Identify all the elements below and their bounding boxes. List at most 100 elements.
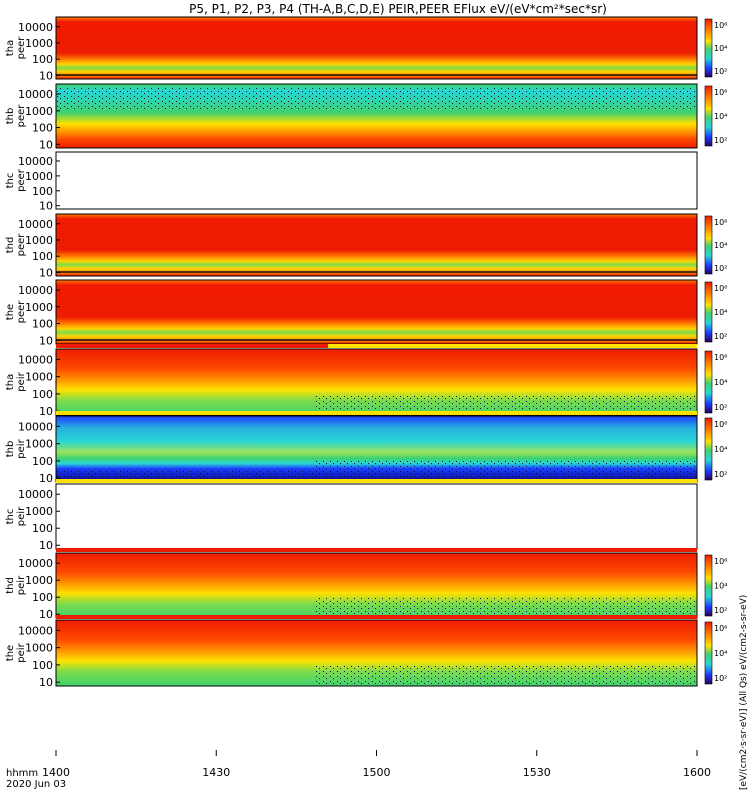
colorbar-tick-label: 10⁴	[714, 44, 727, 53]
y-tick-label: 1000	[25, 234, 53, 247]
colorbar-tick-label: 10⁶	[714, 420, 727, 429]
colorbar-tick-label: 10⁶	[714, 88, 727, 97]
colorbar-tick-label: 10²	[714, 264, 727, 273]
colorbar-tick-label: 10⁴	[714, 378, 727, 387]
y-tick-label: 100	[32, 388, 53, 401]
mode-bar-segment	[328, 479, 697, 483]
colorbar	[704, 554, 713, 617]
y-tick-label: 100	[32, 122, 53, 135]
x-tick-label: 1500	[363, 766, 391, 779]
speckle-overlay	[316, 664, 697, 686]
panel-label-instrument: peer	[16, 104, 27, 128]
y-tick-label: 100	[32, 659, 53, 672]
panel-label-instrument: peer	[16, 300, 27, 324]
colorbar-tick-label: 10⁶	[714, 218, 727, 227]
y-tick-label: 10	[39, 138, 53, 151]
panel-label-instrument: peer	[16, 36, 27, 60]
mode-bar-segment	[328, 344, 697, 348]
speckle-overlay	[56, 468, 697, 482]
panel-label-probe: thd	[5, 577, 16, 594]
y-tick-label: 10000	[18, 353, 53, 366]
x-tick-label: 1600	[683, 766, 711, 779]
y-tick-label: 10000	[18, 624, 53, 637]
panel-label-instrument: peir	[16, 438, 27, 458]
y-tick-label: 10	[39, 539, 53, 552]
y-tick-label: 1000	[25, 505, 53, 518]
panel-frame	[55, 151, 698, 210]
y-tick-label: 1000	[25, 301, 53, 314]
panel-label-probe: the	[5, 304, 16, 320]
y-tick-label: 1000	[25, 371, 53, 384]
colorbar	[704, 281, 713, 343]
y-tick-label: 100	[32, 185, 53, 198]
y-tick-label: 100	[32, 522, 53, 535]
y-tick-label: 10	[39, 608, 53, 621]
y-tick-label: 1000	[25, 37, 53, 50]
y-tick-label: 100	[32, 53, 53, 66]
y-tick-label: 10000	[18, 557, 53, 570]
speckle-overlay	[56, 88, 697, 110]
colorbar	[704, 85, 713, 147]
colorbar-tick-label: 10²	[714, 67, 727, 76]
y-tick-label: 10000	[18, 284, 53, 297]
y-tick-label: 1000	[25, 574, 53, 587]
y-tick-label: 10	[39, 200, 53, 213]
colorbar-tick-label: 10⁶	[714, 624, 727, 633]
mode-bar	[56, 411, 697, 415]
y-tick-label: 10	[39, 472, 53, 485]
panel-label-probe: thc	[5, 173, 16, 189]
y-tick-label: 10000	[18, 21, 53, 34]
colorbar-tick-label: 10⁴	[714, 582, 727, 591]
colorbar	[704, 18, 713, 78]
panel-label-instrument: peir	[16, 371, 27, 391]
y-tick-label: 1000	[25, 438, 53, 451]
panel-frame	[55, 213, 698, 277]
colorbar-tick-label: 10²	[714, 674, 727, 683]
y-tick-label: 1000	[25, 105, 53, 118]
panel-label-probe: thc	[5, 509, 16, 525]
panel-label-probe: thb	[5, 108, 16, 125]
mode-bar	[56, 548, 697, 552]
y-tick-label: 100	[32, 250, 53, 263]
colorbar	[704, 621, 713, 685]
colorbar-tick-label: 10⁴	[714, 112, 727, 121]
spectrogram-fill	[56, 280, 697, 344]
y-tick-label: 100	[32, 318, 53, 331]
colorbar	[704, 350, 713, 414]
y-tick-label: 10000	[18, 420, 53, 433]
colorbar-tick-label: 10⁶	[714, 353, 727, 362]
x-tick-label: 1530	[523, 766, 551, 779]
panel-frame	[55, 483, 698, 550]
colorbar-tick-label: 10⁴	[714, 308, 727, 317]
colorbar-tick-label: 10⁴	[714, 241, 727, 250]
colorbar-tick-label: 10²	[714, 403, 727, 412]
spectrogram-fill	[56, 17, 697, 79]
y-tick-label: 10	[39, 405, 53, 418]
y-tick-label: 10	[39, 69, 53, 82]
panel-label-probe: thd	[5, 237, 16, 254]
y-tick-label: 1000	[25, 642, 53, 655]
y-tick-label: 100	[32, 455, 53, 468]
panel-label-instrument: peer	[16, 233, 27, 257]
time-label: hhmm	[6, 768, 38, 779]
panel-label-probe: thb	[5, 441, 16, 458]
colorbar-tick-label: 10²	[714, 606, 727, 615]
panel-frame	[55, 83, 698, 149]
y-tick-label: 10000	[18, 218, 53, 231]
mode-bar	[56, 615, 697, 619]
speckle-overlay	[316, 597, 697, 618]
panel-label-probe: tha	[5, 40, 16, 56]
colorbar-tick-label: 10²	[714, 470, 727, 479]
panel-label-instrument: peir	[16, 506, 27, 526]
colorbar-tick-label: 10⁶	[714, 21, 727, 30]
